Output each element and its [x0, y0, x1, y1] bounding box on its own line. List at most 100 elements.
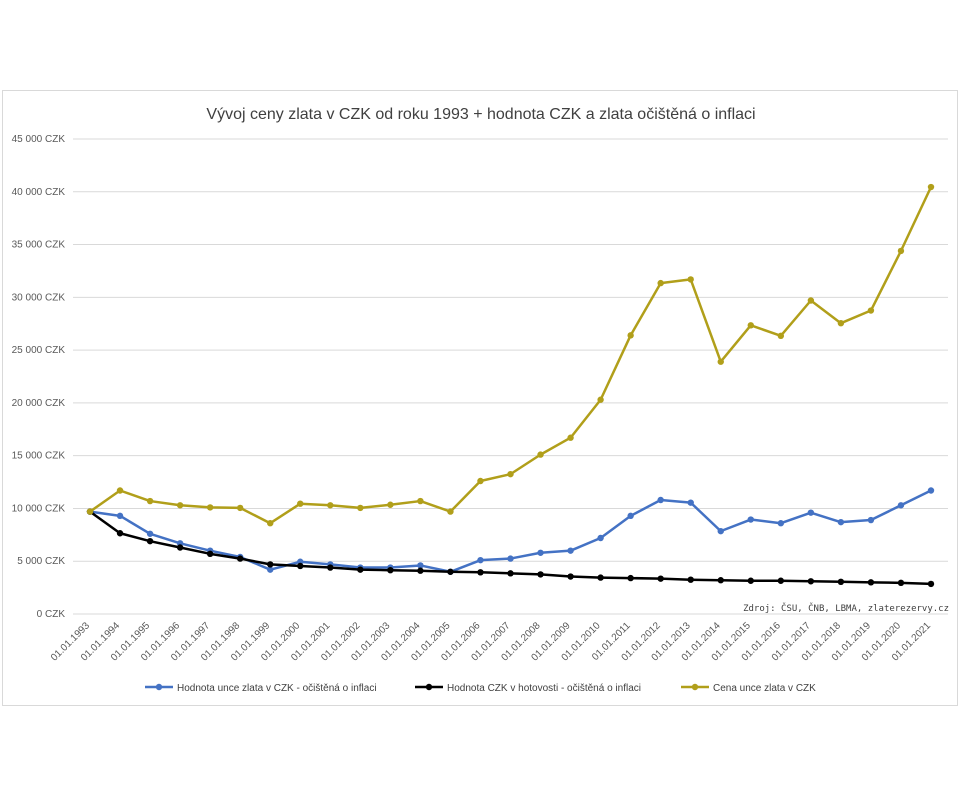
data-point	[267, 566, 274, 573]
data-point	[747, 577, 754, 584]
data-point	[387, 501, 394, 508]
data-point	[236, 555, 244, 562]
data-point	[327, 564, 334, 571]
data-point	[267, 561, 274, 568]
data-point	[86, 508, 94, 515]
data-point	[507, 570, 514, 577]
data-point	[927, 487, 935, 494]
data-point	[897, 502, 905, 509]
data-point	[837, 578, 845, 586]
data-point	[206, 504, 214, 511]
data-point	[357, 566, 364, 573]
data-point	[327, 502, 334, 509]
data-point	[477, 477, 484, 485]
data-point	[627, 512, 634, 520]
data-point	[897, 247, 905, 255]
data-point	[387, 566, 394, 574]
data-point	[867, 516, 875, 524]
data-point	[507, 555, 514, 562]
data-point	[597, 534, 604, 542]
data-point	[927, 183, 935, 191]
data-point	[867, 307, 875, 314]
data-point	[146, 537, 154, 545]
legend-marker	[155, 683, 163, 691]
legend-item: Hodnota CZK v hotovosti - očištěná o inf…	[415, 683, 641, 694]
data-point	[687, 576, 694, 583]
y-axis-ticks: 0 CZK 5 000 CZK 10 000 CZK 15 000 CZK 20 000…	[12, 134, 66, 620]
data-point	[146, 530, 154, 537]
data-point	[807, 509, 815, 516]
data-point	[717, 577, 724, 584]
data-point	[897, 579, 905, 587]
y-tick-label: 20 000 CZK	[12, 398, 66, 409]
data-point	[777, 520, 785, 527]
y-tick-label: 5 000 CZK	[17, 556, 65, 567]
y-tick-label: 45 000 CZK	[12, 134, 66, 145]
data-point	[567, 547, 574, 554]
legend: Hodnota unce zlata v CZK - očištěná o in…	[145, 683, 816, 694]
data-point	[507, 470, 514, 478]
data-point	[657, 496, 664, 504]
data-point	[477, 569, 484, 576]
data-point	[146, 497, 154, 505]
gridlines	[73, 138, 948, 615]
data-point	[477, 556, 484, 564]
data-point	[597, 396, 604, 403]
data-point	[297, 562, 304, 570]
line-chart: Vývoj ceny zlata v CZK od roku 1993 + ho…	[12, 106, 949, 694]
chart-title: Vývoj ceny zlata v CZK od roku 1993 + ho…	[206, 106, 755, 123]
data-point	[657, 279, 664, 287]
data-point	[417, 497, 424, 505]
data-point	[567, 434, 574, 441]
data-point	[537, 571, 544, 578]
data-point	[717, 527, 724, 535]
data-point	[267, 520, 274, 527]
series-2	[86, 183, 935, 527]
legend-marker	[691, 683, 699, 691]
series-lines	[86, 183, 935, 588]
data-point	[627, 332, 634, 339]
series-1	[86, 508, 935, 588]
data-point	[837, 518, 845, 526]
y-tick-label: 40 000 CZK	[12, 187, 66, 198]
data-point	[777, 577, 785, 584]
data-point	[176, 544, 184, 551]
data-point	[807, 297, 815, 304]
data-point	[417, 562, 424, 569]
data-point	[627, 574, 634, 582]
data-point	[567, 573, 574, 580]
data-point	[357, 504, 364, 512]
chart-container: Vývoj ceny zlata v CZK od roku 1993 + ho…	[2, 90, 958, 706]
data-point	[297, 500, 304, 507]
y-tick-label: 0 CZK	[37, 609, 66, 620]
data-point	[837, 319, 845, 327]
data-point	[777, 332, 785, 340]
data-point	[597, 574, 604, 581]
legend-item: Cena unce zlata v CZK	[681, 683, 816, 694]
data-point	[236, 504, 244, 512]
data-point	[717, 358, 724, 365]
data-point	[116, 512, 124, 520]
series-0	[86, 487, 935, 575]
data-point	[537, 451, 544, 458]
y-tick-label: 15 000 CZK	[12, 451, 66, 462]
data-point	[116, 487, 124, 494]
data-point	[687, 276, 694, 283]
data-point	[867, 579, 875, 586]
y-tick-label: 30 000 CZK	[12, 292, 66, 303]
data-point	[417, 567, 424, 574]
data-point	[687, 499, 694, 506]
y-tick-label: 35 000 CZK	[12, 240, 66, 251]
y-tick-label: 10 000 CZK	[12, 503, 66, 514]
data-point	[447, 568, 454, 575]
legend-item: Hodnota unce zlata v CZK - očištěná o in…	[145, 683, 377, 694]
legend-label: Cena unce zlata v CZK	[713, 683, 816, 694]
data-point	[747, 516, 754, 523]
data-point	[657, 575, 664, 582]
legend-label: Hodnota CZK v hotovosti - očištěná o inf…	[447, 683, 641, 694]
source-note: Zdroj: ČSU, ČNB, LBMA, zlaterezervy.cz	[743, 602, 949, 614]
data-point	[206, 550, 214, 558]
data-point	[447, 508, 454, 515]
data-point	[927, 580, 935, 588]
legend-marker	[425, 683, 433, 691]
